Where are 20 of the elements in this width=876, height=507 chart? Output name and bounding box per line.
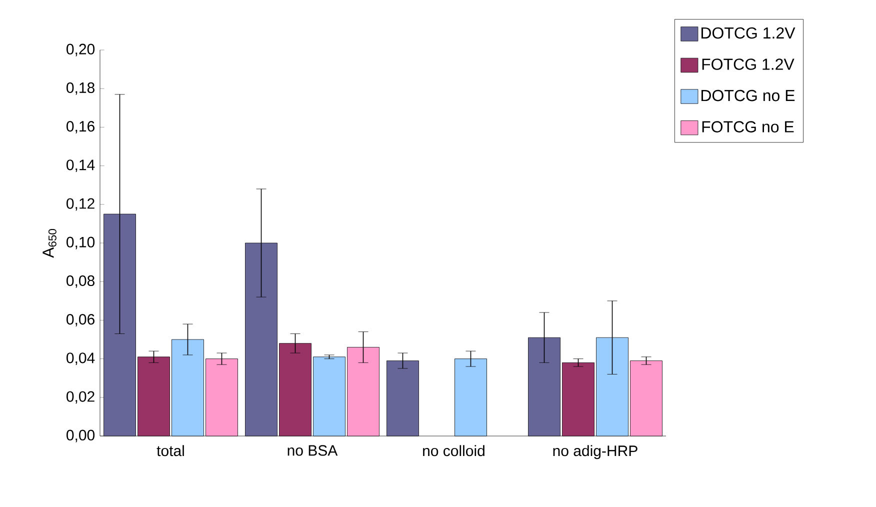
legend-label: DOTCG 1.2V [701,27,796,39]
y-tick-label: 0,10 [66,236,95,250]
y-tick-label: 0,00 [66,430,95,442]
y-tick-label: 0,04 [66,352,95,365]
y-tick-label: 0,20 [66,44,95,56]
y-tick-label: 0,02 [66,391,94,404]
y-tick-label: 0,12 [66,198,94,211]
x-tick-label: no colloid [423,445,484,456]
y-axis-title: A$_{650}$ [42,229,56,258]
legend-label: FOTCG no E [702,121,794,132]
y-tick-label: 0,18 [66,82,94,95]
legend-label: DOTCG no E [701,90,795,102]
x-tick-label: no BSA [288,445,338,456]
y-tick-label: 0,06 [66,314,94,326]
y-tick-label: 0,08 [66,275,94,288]
legend-label: FOTCG 1.2V [702,58,794,70]
y-tick-label: 0,16 [66,121,94,134]
x-tick-label: no adig-HRP [553,445,638,460]
y-tick-label: 0,14 [66,160,95,172]
x-tick-label: total [156,445,184,456]
